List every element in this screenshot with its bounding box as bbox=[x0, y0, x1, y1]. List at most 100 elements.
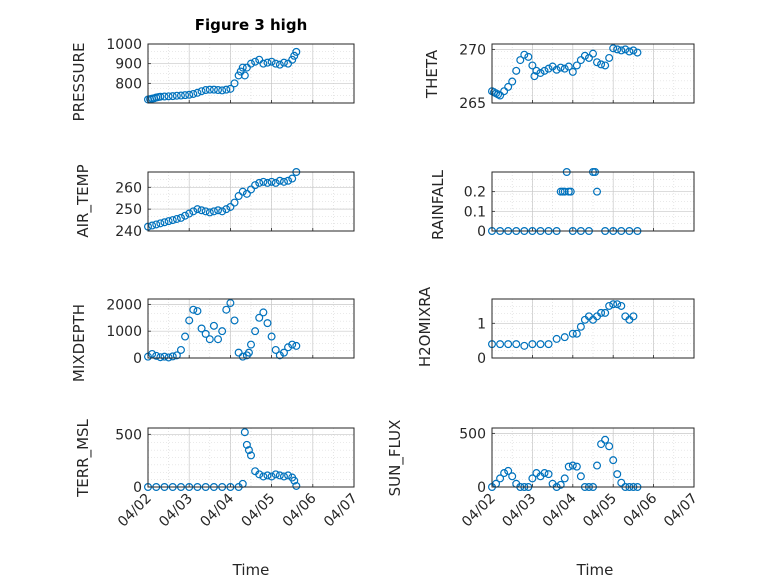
data-point bbox=[544, 470, 553, 479]
ytick-label: 0.1 bbox=[464, 204, 486, 220]
data-point bbox=[609, 456, 618, 465]
data-point bbox=[275, 351, 284, 360]
data-point bbox=[267, 332, 276, 341]
data-point bbox=[593, 187, 602, 196]
ylabel-rainfall: RAINFALL bbox=[429, 169, 447, 240]
data-point bbox=[156, 353, 165, 362]
data-point bbox=[504, 82, 513, 91]
data-point bbox=[520, 50, 529, 59]
data-point bbox=[271, 59, 280, 68]
data-point bbox=[605, 301, 614, 310]
data-point bbox=[205, 208, 214, 217]
data-point bbox=[617, 46, 626, 55]
data-point bbox=[572, 462, 581, 471]
data-point bbox=[500, 469, 509, 478]
data-point bbox=[164, 92, 173, 101]
data-point bbox=[292, 481, 301, 490]
data-point bbox=[560, 187, 569, 196]
data-point bbox=[552, 334, 561, 343]
data-point bbox=[176, 213, 185, 222]
data-point bbox=[230, 316, 239, 325]
axes-box bbox=[147, 298, 355, 359]
data-point bbox=[242, 189, 251, 198]
data-point bbox=[218, 327, 227, 336]
data-point bbox=[263, 319, 272, 328]
data-point bbox=[284, 471, 293, 480]
data-point bbox=[576, 56, 585, 65]
ytick-label: 900 bbox=[115, 57, 142, 73]
data-point bbox=[621, 45, 630, 54]
data-point bbox=[160, 352, 169, 361]
data-point bbox=[613, 470, 622, 479]
subplot-7: 0 500 04/02 04/03 04/04 04/05 04/06 04/07 bbox=[115, 427, 361, 530]
data-point bbox=[556, 63, 565, 72]
data-point bbox=[255, 313, 264, 322]
data-point bbox=[222, 205, 231, 214]
data-point bbox=[613, 45, 622, 54]
xtick-label: 04/07 bbox=[321, 491, 361, 531]
data-point bbox=[512, 66, 521, 75]
data-point bbox=[572, 61, 581, 70]
data-point bbox=[201, 329, 210, 338]
data-point bbox=[255, 470, 264, 479]
data-point bbox=[197, 87, 206, 96]
data-point bbox=[284, 343, 293, 352]
data-point bbox=[164, 353, 173, 362]
data-point bbox=[164, 217, 173, 226]
data-point bbox=[197, 206, 206, 215]
data-point bbox=[205, 335, 214, 344]
data-point bbox=[176, 345, 185, 354]
data-point bbox=[234, 71, 243, 80]
data-point bbox=[568, 329, 577, 338]
data-point bbox=[530, 72, 539, 81]
data-point bbox=[251, 181, 260, 190]
ytick-label: 250 bbox=[115, 202, 142, 218]
data-point bbox=[176, 91, 185, 100]
data-point bbox=[152, 220, 161, 229]
data-point bbox=[508, 472, 517, 481]
data-point bbox=[230, 79, 239, 88]
ylabel-pressure: PRESSURE bbox=[70, 43, 88, 122]
data-point bbox=[528, 61, 537, 70]
data-point bbox=[238, 63, 247, 72]
data-point bbox=[556, 480, 565, 489]
data-point bbox=[613, 300, 622, 309]
data-point bbox=[259, 308, 268, 317]
data-point bbox=[544, 340, 553, 349]
ylabel-theta: THETA bbox=[423, 49, 441, 99]
data-point bbox=[609, 300, 618, 309]
subplot-2: 265 270 bbox=[459, 42, 695, 112]
axes-box bbox=[491, 427, 695, 488]
data-point bbox=[552, 65, 561, 74]
subplot-5: 0 1000 2000 bbox=[106, 297, 355, 367]
data-point bbox=[222, 85, 231, 94]
data-point bbox=[629, 46, 638, 55]
data-point bbox=[240, 71, 249, 80]
ylabel-air-temp: AIR_TEMP bbox=[74, 164, 93, 237]
data-point bbox=[275, 471, 284, 480]
data-point bbox=[152, 351, 161, 360]
data-point bbox=[259, 177, 268, 186]
data-point bbox=[214, 335, 223, 344]
data-point bbox=[496, 91, 505, 100]
data-point bbox=[234, 192, 243, 201]
data-point bbox=[205, 85, 214, 94]
ytick-label: 500 bbox=[115, 427, 142, 443]
data-point bbox=[214, 206, 223, 215]
ytick-label: 0 bbox=[477, 224, 486, 240]
data-point bbox=[263, 471, 272, 480]
ytick-label: 1000 bbox=[106, 324, 142, 340]
data-point bbox=[271, 345, 280, 354]
data-point bbox=[593, 461, 602, 470]
data-point bbox=[588, 49, 597, 58]
data-point bbox=[605, 53, 614, 62]
xtick-label: 04/04 bbox=[540, 490, 580, 530]
xtick-label: 04/02 bbox=[459, 491, 499, 531]
data-point bbox=[536, 340, 545, 349]
axes-box bbox=[147, 43, 355, 104]
data-point bbox=[244, 446, 253, 455]
data-point bbox=[234, 348, 243, 357]
data-point bbox=[193, 205, 202, 214]
data-point bbox=[172, 91, 181, 100]
